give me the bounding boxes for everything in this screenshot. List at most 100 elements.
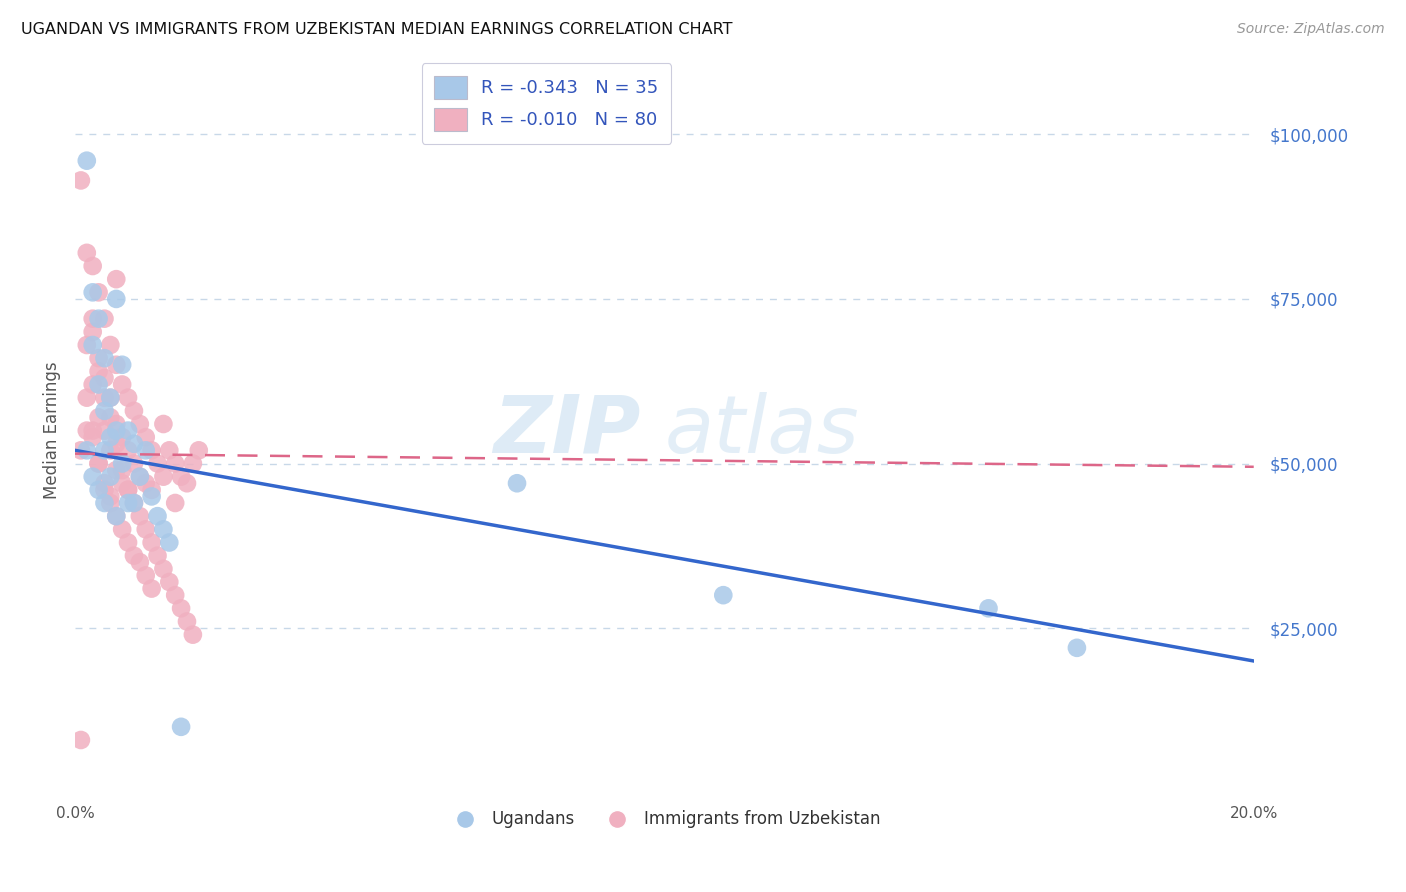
Point: [87, 457, 110, 471]
Point: [76, 153, 98, 168]
Point: [152, 469, 174, 483]
Point: [135, 443, 157, 458]
Point: [165, 496, 187, 510]
Point: [82, 259, 104, 273]
Point: [76, 338, 98, 352]
Point: [70, 733, 93, 747]
Point: [76, 245, 98, 260]
Point: [93, 496, 115, 510]
Point: [111, 522, 134, 536]
Point: [165, 457, 187, 471]
Point: [141, 535, 163, 549]
Point: [105, 509, 128, 524]
Point: [98, 490, 121, 504]
Point: [105, 424, 128, 438]
Point: [152, 417, 174, 431]
Point: [117, 391, 139, 405]
Point: [128, 417, 150, 431]
Point: [105, 463, 128, 477]
Point: [977, 601, 1000, 615]
Point: [70, 443, 93, 458]
Point: [128, 509, 150, 524]
Point: [82, 338, 104, 352]
Point: [76, 391, 98, 405]
Point: [70, 173, 93, 187]
Point: [111, 430, 134, 444]
Point: [87, 483, 110, 497]
Y-axis label: Median Earnings: Median Earnings: [44, 362, 60, 500]
Point: [165, 588, 187, 602]
Point: [87, 351, 110, 366]
Point: [111, 457, 134, 471]
Point: [82, 285, 104, 300]
Point: [146, 457, 169, 471]
Point: [122, 496, 145, 510]
Point: [157, 574, 180, 589]
Point: [111, 463, 134, 477]
Point: [98, 430, 121, 444]
Point: [117, 496, 139, 510]
Point: [98, 391, 121, 405]
Point: [93, 404, 115, 418]
Point: [176, 476, 198, 491]
Point: [76, 424, 98, 438]
Point: [711, 588, 734, 602]
Point: [82, 424, 104, 438]
Text: Source: ZipAtlas.com: Source: ZipAtlas.com: [1237, 22, 1385, 37]
Point: [98, 410, 121, 425]
Point: [117, 535, 139, 549]
Point: [117, 483, 139, 497]
Point: [98, 338, 121, 352]
Point: [170, 601, 193, 615]
Point: [87, 457, 110, 471]
Point: [105, 509, 128, 524]
Point: [152, 562, 174, 576]
Point: [93, 371, 115, 385]
Point: [98, 443, 121, 458]
Point: [82, 469, 104, 483]
Legend: Ugandans, Immigrants from Uzbekistan: Ugandans, Immigrants from Uzbekistan: [441, 804, 887, 835]
Point: [117, 443, 139, 458]
Point: [122, 549, 145, 563]
Point: [157, 443, 180, 458]
Point: [506, 476, 529, 491]
Point: [93, 391, 115, 405]
Point: [87, 285, 110, 300]
Point: [122, 436, 145, 450]
Point: [93, 483, 115, 497]
Text: ZIP: ZIP: [494, 392, 641, 469]
Point: [176, 615, 198, 629]
Point: [128, 469, 150, 483]
Point: [146, 549, 169, 563]
Point: [87, 410, 110, 425]
Point: [87, 377, 110, 392]
Point: [82, 430, 104, 444]
Point: [117, 483, 139, 497]
Text: UGANDAN VS IMMIGRANTS FROM UZBEKISTAN MEDIAN EARNINGS CORRELATION CHART: UGANDAN VS IMMIGRANTS FROM UZBEKISTAN ME…: [21, 22, 733, 37]
Point: [181, 628, 204, 642]
Point: [93, 424, 115, 438]
Point: [93, 443, 115, 458]
Point: [105, 292, 128, 306]
Point: [111, 358, 134, 372]
Point: [128, 469, 150, 483]
Point: [93, 351, 115, 366]
Point: [141, 490, 163, 504]
Point: [76, 443, 98, 458]
Point: [87, 311, 110, 326]
Point: [135, 522, 157, 536]
Point: [105, 272, 128, 286]
Point: [187, 443, 209, 458]
Point: [93, 476, 115, 491]
Point: [170, 720, 193, 734]
Point: [152, 522, 174, 536]
Point: [98, 391, 121, 405]
Point: [170, 469, 193, 483]
Point: [146, 509, 169, 524]
Point: [105, 436, 128, 450]
Point: [1066, 640, 1088, 655]
Point: [82, 377, 104, 392]
Point: [141, 582, 163, 596]
Point: [87, 364, 110, 378]
Point: [82, 325, 104, 339]
